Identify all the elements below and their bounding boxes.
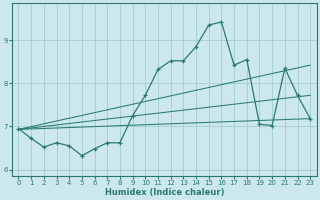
X-axis label: Humidex (Indice chaleur): Humidex (Indice chaleur) — [105, 188, 224, 197]
